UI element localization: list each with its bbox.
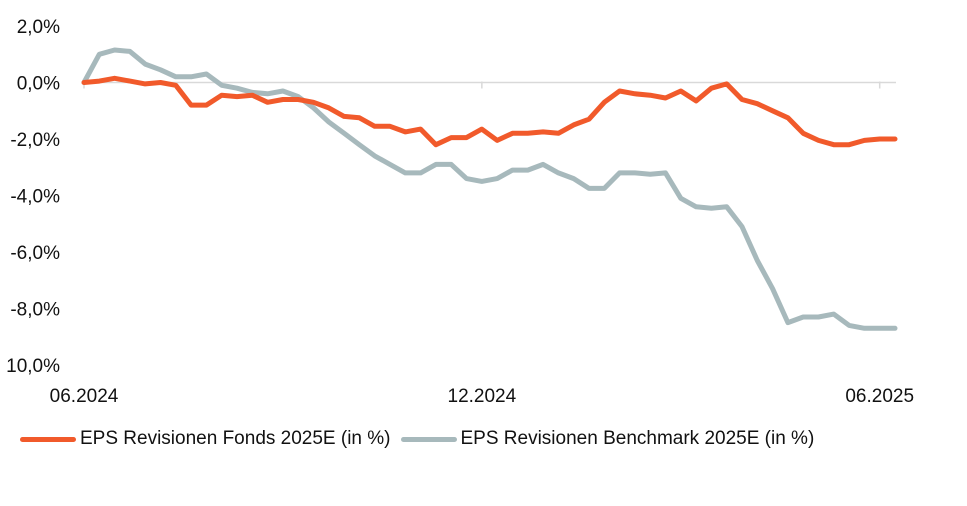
y-tick-label: -2,0%: [10, 130, 60, 151]
series-line-fonds: [81, 75, 898, 148]
y-tick-label: -6,0%: [10, 243, 60, 264]
legend-item-fonds: EPS Revisionen Fonds 2025E (in %): [20, 428, 391, 450]
line-chart: 2,0% 0,0% -2,0% -4,0% -6,0% -8,0% 10,0% 06.202…: [6, 17, 914, 407]
y-tick-label: 0,0%: [17, 74, 60, 95]
legend-swatch-fonds: [20, 436, 76, 442]
chart-legend: EPS Revisionen Fonds 2025E (in %) EPS Re…: [20, 428, 824, 450]
x-tick-label: 06.2025: [845, 386, 914, 407]
x-tick-label: 12.2024: [448, 386, 517, 407]
x-tick-label: 06.2024: [50, 386, 119, 407]
x-axis-ticks: 06.2024 12.2024 06.2025: [50, 81, 914, 407]
series-line-benchmark: [81, 47, 898, 331]
series-lines: [81, 47, 898, 331]
y-axis-ticks: 2,0% 0,0% -2,0% -4,0% -6,0% -8,0% 10,0%: [6, 17, 60, 377]
y-tick-label: -8,0%: [10, 300, 60, 321]
y-tick-label: 10,0%: [6, 356, 60, 377]
legend-label-fonds: EPS Revisionen Fonds 2025E (in %): [80, 428, 391, 449]
legend-label-benchmark: EPS Revisionen Benchmark 2025E (in %): [460, 428, 815, 449]
y-tick-label: 2,0%: [17, 17, 60, 38]
y-tick-label: -4,0%: [10, 187, 60, 208]
legend-swatch-benchmark: [400, 436, 457, 442]
legend-item-benchmark: EPS Revisionen Benchmark 2025E (in %): [400, 428, 815, 450]
